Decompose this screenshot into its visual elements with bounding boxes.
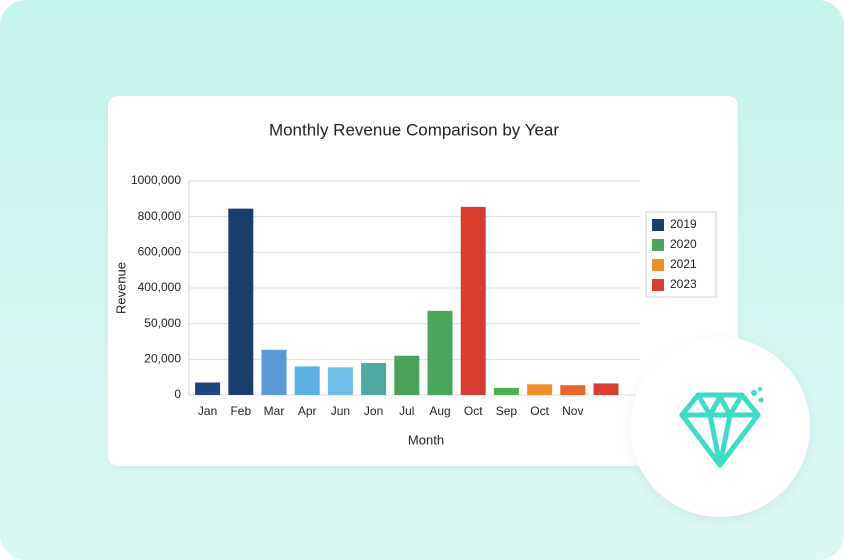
legend-label: 2019 bbox=[670, 217, 697, 231]
x-tick-label: Feb bbox=[230, 404, 251, 418]
bar bbox=[460, 206, 486, 395]
y-tick-label: 1000,000 bbox=[131, 173, 181, 187]
bar bbox=[527, 384, 553, 395]
bar bbox=[294, 366, 320, 395]
bar bbox=[560, 385, 586, 395]
bar bbox=[394, 355, 420, 395]
y-tick-label: 20,000 bbox=[144, 352, 181, 366]
bar bbox=[493, 387, 519, 395]
bar bbox=[593, 383, 619, 395]
x-axis-title: Month bbox=[408, 432, 444, 447]
x-tick-label: Aug bbox=[429, 404, 450, 418]
x-tick-label: Jul bbox=[399, 404, 414, 418]
y-tick-label: 0 bbox=[174, 387, 181, 401]
x-tick-label: Sep bbox=[496, 404, 518, 418]
x-tick-label: Nov bbox=[562, 404, 583, 418]
x-tick-label: Jon bbox=[364, 404, 383, 418]
x-tick-label: Oct bbox=[530, 404, 549, 418]
diamond-icon bbox=[679, 387, 764, 468]
x-tick-label: Jun bbox=[331, 404, 350, 418]
legend-label: 2020 bbox=[670, 237, 697, 251]
legend-label: 2023 bbox=[670, 277, 697, 291]
x-tick-label: Mar bbox=[264, 404, 285, 418]
bar bbox=[361, 362, 387, 395]
y-tick-label: 600,000 bbox=[138, 245, 182, 259]
y-tick-label: 50,000 bbox=[144, 316, 181, 330]
x-tick-label: Oct bbox=[464, 404, 483, 418]
bar bbox=[261, 349, 287, 395]
bar bbox=[327, 367, 353, 395]
legend-swatch bbox=[652, 219, 664, 231]
premium-badge bbox=[630, 337, 810, 517]
y-axis-title: Revenue bbox=[113, 262, 128, 314]
legend-swatch bbox=[652, 239, 664, 251]
chart-title: Monthly Revenue Comparison by Year bbox=[269, 120, 559, 139]
legend-label: 2021 bbox=[670, 257, 697, 271]
y-tick-label: 800,000 bbox=[138, 209, 182, 223]
bar bbox=[228, 208, 254, 395]
x-tick-label: Apr bbox=[298, 404, 317, 418]
bar bbox=[427, 310, 453, 395]
y-tick-label: 400,000 bbox=[138, 280, 182, 294]
legend-swatch bbox=[652, 279, 664, 291]
bar bbox=[195, 382, 221, 395]
x-tick-label: Jan bbox=[198, 404, 217, 418]
legend-swatch bbox=[652, 259, 664, 271]
